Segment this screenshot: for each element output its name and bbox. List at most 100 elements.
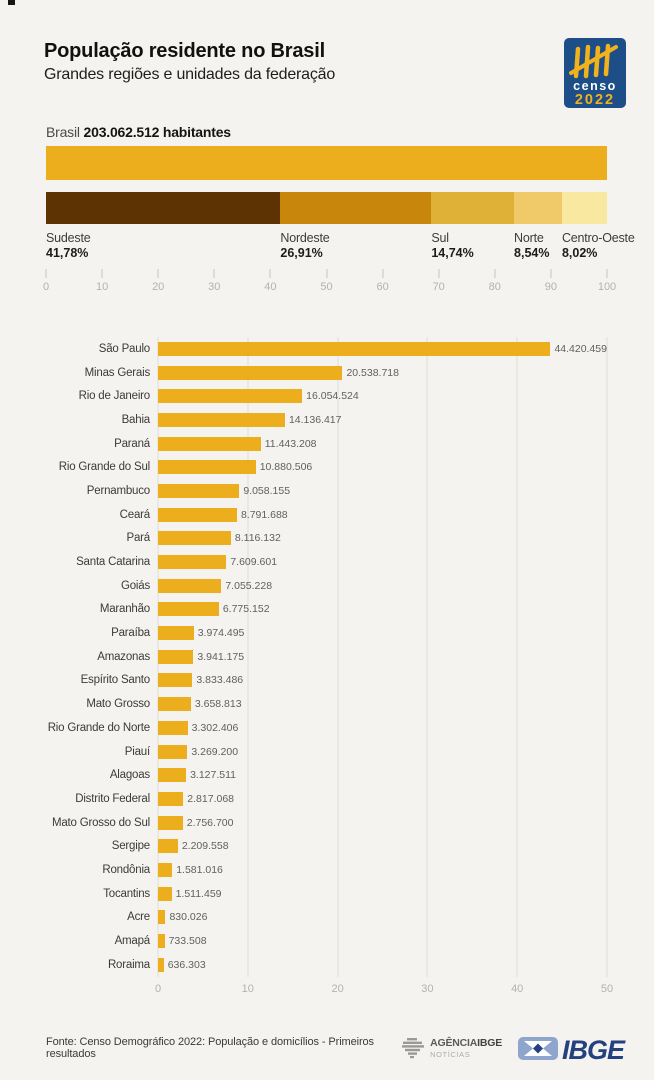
population-value: 20.538.718 — [346, 366, 399, 379]
gridline — [247, 337, 249, 977]
population-value: 2.817.068 — [187, 792, 235, 805]
population-value: 3.974.495 — [197, 627, 245, 640]
region-segment-norte — [514, 192, 562, 224]
population-value: 1.511.459 — [175, 887, 222, 900]
axis-tick — [438, 269, 440, 278]
population-value: 7.055.228 — [225, 579, 273, 592]
population-value: 636.303 — [167, 958, 206, 971]
population-bar — [158, 791, 184, 806]
state-plot: 3.302.406 — [158, 720, 607, 735]
population-value: 2.756.700 — [186, 816, 234, 829]
gridline — [337, 337, 339, 977]
state-plot: 1.581.016 — [158, 862, 607, 877]
population-value: 8.116.132 — [234, 532, 281, 545]
state-row: Goiás 7.055.228 — [46, 574, 607, 598]
header: População residente no Brasil Grandes re… — [0, 0, 654, 108]
state-label: São Paulo — [98, 342, 150, 355]
region-segment-sul — [431, 192, 515, 224]
x-axis-label: 30 — [421, 982, 434, 995]
states-bar-chart: São Paulo 44.420.459 Minas Gerais 20.538.71… — [46, 337, 613, 1002]
state-plot: 636.303 — [158, 957, 607, 972]
population-bar — [158, 436, 261, 451]
axis-tick-label: 80 — [488, 281, 501, 293]
population-bar — [158, 720, 188, 735]
population-bar — [158, 957, 164, 972]
axis-tick-label: 40 — [264, 281, 277, 293]
region-stacked-chart: Brasil 203.062.512 habitantes Sudeste 41,… — [43, 124, 635, 295]
axis-tick — [213, 269, 215, 278]
state-label: Maranhão — [99, 603, 150, 616]
state-row: Mato Grosso do Sul 2.756.700 — [46, 811, 607, 835]
state-plot: 2.756.700 — [158, 815, 607, 830]
state-label: Ceará — [119, 508, 151, 521]
population-bar — [158, 602, 219, 617]
axis-tick-label: 60 — [376, 281, 389, 293]
state-plot: 2.817.068 — [158, 791, 607, 806]
axis-tick-label: 20 — [152, 281, 165, 293]
region-label-sudeste: Sudeste 41,78% — [46, 231, 91, 260]
axis-tick — [101, 269, 103, 278]
gridline — [516, 337, 518, 977]
state-row: Pará 8.116.132 — [46, 527, 607, 551]
region-name: Norte — [514, 231, 544, 245]
footer-logos: AGÊNCIAIBGE NOTÍCIAS IBGE — [401, 1032, 636, 1064]
brasil-total-label: Brasil 203.062.512 habitantes — [46, 124, 607, 140]
state-row: Pernambuco 9.058.155 — [46, 479, 607, 503]
population-value: 3.833.486 — [196, 674, 244, 687]
state-row: São Paulo 44.420.459 — [46, 337, 607, 361]
state-plot: 6.775.152 — [158, 602, 607, 617]
state-plot: 2.209.558 — [158, 839, 607, 854]
population-bar — [158, 862, 173, 877]
region-segment-centro-oeste — [561, 192, 607, 224]
state-label: Goiás — [120, 579, 150, 592]
gridline — [606, 337, 608, 977]
population-bar — [158, 531, 231, 546]
state-plot: 44.420.459 — [158, 341, 607, 356]
axis-tick-label: 100 — [597, 281, 617, 293]
region-name: Sul — [431, 231, 449, 245]
state-row: Paraíba 3.974.495 — [46, 621, 607, 645]
population-bar — [158, 815, 183, 830]
state-label: Distrito Federal — [75, 792, 150, 805]
region-percent: 8,02% — [561, 246, 598, 260]
state-plot: 9.058.155 — [158, 483, 607, 498]
state-row: Rio Grande do Norte 3.302.406 — [46, 716, 607, 740]
axis-tick-label: 50 — [320, 281, 333, 293]
state-label: Amazonas — [97, 650, 150, 663]
axis-tick-label: 90 — [544, 281, 558, 293]
population-value: 16.054.524 — [306, 390, 359, 403]
source-text: Fonte: Censo Demográfico 2022: População… — [46, 1036, 374, 1060]
page-subtitle: Grandes regiões e unidades da federação — [44, 66, 336, 83]
state-row: Paraná 11.443.208 — [46, 432, 607, 456]
state-row: Rio de Janeiro 16.054.524 — [46, 384, 607, 408]
population-bar — [158, 910, 166, 925]
state-plot: 3.269.200 — [158, 744, 607, 759]
censo-logo-year: 2022 — [575, 92, 615, 108]
axis-tick — [157, 269, 159, 278]
population-bar — [158, 483, 240, 498]
population-bar — [158, 460, 256, 475]
brasil-word: Brasil — [46, 124, 80, 140]
state-plot: 20.538.718 — [158, 365, 607, 380]
gridline — [426, 337, 428, 977]
state-label: Bahia — [121, 413, 151, 426]
state-label: Espírito Santo — [80, 674, 151, 687]
population-value: 14.136.417 — [288, 413, 342, 426]
axis-tick — [550, 269, 552, 278]
population-bar — [158, 389, 303, 404]
population-bar — [158, 555, 227, 570]
region-label-sul: Sul 14,74% — [431, 231, 473, 260]
population-bar — [158, 673, 193, 688]
region-axis: 0 10 20 30 40 50 60 70 80 90 100 — [43, 269, 616, 295]
state-plot: 3.941.175 — [158, 649, 607, 664]
state-label: Alagoas — [109, 769, 150, 782]
state-label: Piauí — [124, 745, 150, 758]
population-value: 3.269.200 — [191, 745, 239, 758]
state-row: Piauí 3.269.200 — [46, 740, 607, 764]
axis-tick — [269, 269, 271, 278]
axis-tick — [494, 269, 496, 278]
axis-tick — [382, 269, 384, 278]
population-value: 8.791.688 — [240, 508, 288, 521]
state-row: Alagoas 3.127.511 — [46, 763, 607, 787]
